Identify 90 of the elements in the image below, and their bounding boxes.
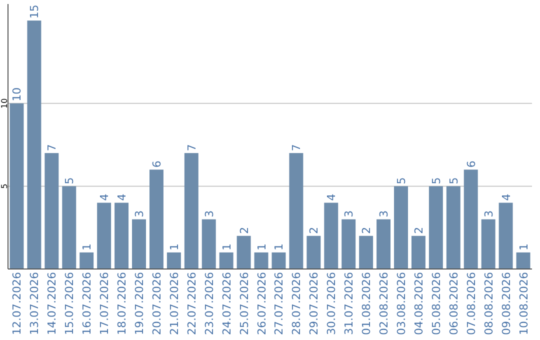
data-label: 5: [447, 177, 460, 184]
x-tick-label: 25.07.2026: [238, 272, 251, 335]
data-label: 2: [308, 226, 321, 234]
bar: [27, 20, 42, 269]
bar: [306, 236, 321, 269]
x-tick-label: 02.08.2026: [378, 272, 391, 335]
x-tick-label: 28.07.2026: [290, 272, 304, 335]
data-label: 4: [500, 194, 513, 201]
bar: [166, 252, 181, 269]
x-tick-label: 14.07.2026: [46, 272, 59, 335]
data-label: 7: [290, 144, 304, 152]
x-tick-label: 26.07.2026: [255, 272, 268, 335]
data-label: 1: [168, 243, 181, 250]
bar: [10, 103, 24, 269]
x-tick-label: 17.07.2026: [98, 272, 112, 335]
bar: [97, 202, 112, 269]
x-tick-label: 29.07.2026: [308, 272, 321, 335]
x-tick-label: 18.07.2026: [116, 272, 129, 335]
bar: [376, 219, 391, 269]
data-label: 7: [185, 144, 198, 152]
x-tick-label: 24.07.2026: [220, 272, 234, 335]
bar: [272, 252, 286, 269]
bar: [464, 170, 478, 269]
data-label: 1: [517, 243, 530, 250]
x-tick-label: 13.07.2026: [28, 272, 42, 335]
bar: [342, 219, 356, 269]
data-label: 1: [255, 243, 268, 250]
bar: [236, 236, 251, 269]
data-label: 5: [63, 177, 76, 184]
data-label: 3: [133, 210, 146, 218]
x-tick-label: 08.08.2026: [482, 272, 496, 335]
bar: [289, 153, 304, 269]
data-label: 2: [360, 226, 374, 234]
data-label: 3: [482, 210, 496, 218]
data-label: 5: [395, 177, 408, 184]
bar: [254, 252, 268, 269]
data-label: 7: [46, 144, 59, 152]
data-label: 4: [325, 194, 338, 201]
data-label: 4: [116, 194, 129, 201]
x-tick-label: 16.07.2026: [80, 272, 94, 335]
data-label: 15: [28, 4, 42, 19]
x-tick-label: 10.08.2026: [517, 272, 530, 335]
bar: [62, 186, 76, 269]
x-tick-label: 30.07.2026: [325, 272, 338, 335]
data-label: 1: [272, 243, 286, 250]
bar: [394, 186, 408, 269]
x-tick-label: 05.08.2026: [430, 272, 443, 335]
bar: [184, 153, 198, 269]
data-label: 3: [342, 210, 356, 218]
data-label: 5: [430, 177, 443, 184]
data-label: 6: [150, 160, 164, 168]
x-tick-label: 21.07.2026: [168, 272, 181, 335]
bar: [498, 202, 513, 269]
bar: [202, 219, 216, 269]
bar: [446, 186, 460, 269]
data-label: 2: [238, 226, 251, 234]
bar: [428, 186, 443, 269]
bar: [149, 170, 164, 269]
bar: [132, 219, 146, 269]
bar: [114, 202, 129, 269]
x-tick-label: 09.08.2026: [500, 272, 513, 335]
x-tick-label: 27.07.2026: [272, 272, 286, 335]
x-tick-label: 22.07.2026: [185, 272, 198, 335]
data-label: 6: [464, 160, 478, 168]
x-tick-label: 12.07.2026: [10, 272, 24, 335]
bar: [44, 153, 59, 269]
data-label: 3: [378, 210, 391, 218]
data-label: 4: [98, 194, 112, 201]
bar: [516, 252, 530, 269]
x-tick-label: 15.07.2026: [63, 272, 76, 335]
x-tick-label: 04.08.2026: [412, 272, 426, 335]
x-tick-label: 01.08.2026: [360, 272, 374, 335]
x-tick-label: 19.07.2026: [133, 272, 146, 335]
data-label: 10: [10, 87, 24, 102]
data-label: 1: [220, 243, 234, 250]
data-label: 1: [80, 243, 94, 250]
x-tick-label: 20.07.2026: [150, 272, 164, 335]
bar: [219, 252, 234, 269]
bar: [324, 202, 338, 269]
bar: [359, 236, 374, 269]
x-tick-label: 07.08.2026: [464, 272, 478, 335]
x-tick-label: 23.07.2026: [202, 272, 216, 335]
data-label: 2: [412, 226, 426, 234]
bar: [481, 219, 496, 269]
x-tick-label: 03.08.2026: [395, 272, 408, 335]
bar: [411, 236, 426, 269]
x-tick-label: 31.07.2026: [342, 272, 356, 335]
x-tick-label: 06.08.2026: [447, 272, 460, 335]
bar: [80, 252, 94, 269]
data-label: 3: [202, 210, 216, 218]
